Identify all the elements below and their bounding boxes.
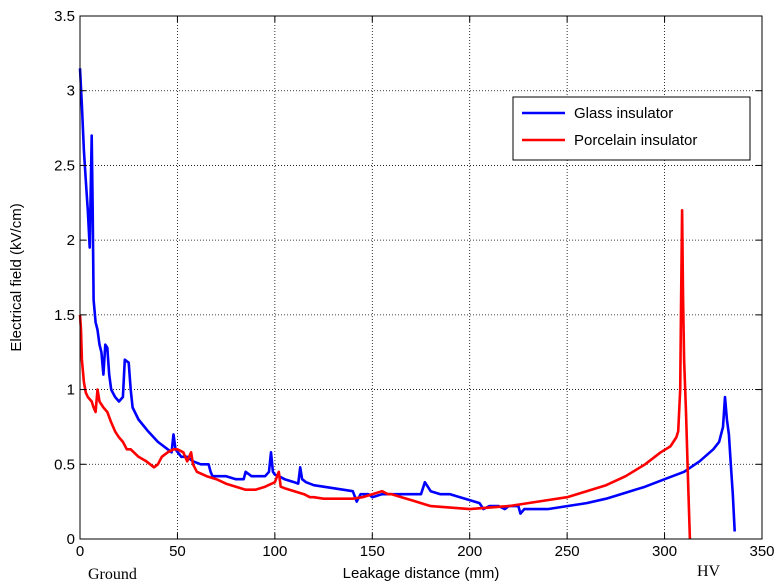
- x-tick-label: 150: [360, 543, 385, 560]
- x-tick-label: 300: [652, 543, 677, 560]
- axis-ticks: 0 50 100 150 200 250 300 350 0 0.5 1 1.5 2 2.5 3 3.5: [54, 8, 774, 560]
- series-line-porcelain: [78, 209, 692, 540]
- x-axis-label: Leakage distance (mm): [343, 565, 500, 582]
- hv-annotation: HV: [697, 563, 721, 580]
- series-lines: [78, 68, 736, 540]
- x-tick-label: 0: [76, 543, 84, 560]
- y-tick-label: 2: [67, 232, 75, 249]
- y-tick-label: 2.5: [54, 157, 75, 174]
- legend-label-glass: Glass insulator: [574, 105, 673, 122]
- y-tick-label: 0: [67, 531, 75, 548]
- y-tick-label: 0.5: [54, 456, 75, 473]
- x-tick-label: 250: [555, 543, 580, 560]
- y-tick-label: 3: [67, 83, 75, 100]
- plot-area-frame: [79, 15, 763, 540]
- y-axis-label: Electrical field (kV/cm): [8, 203, 25, 351]
- legend: Glass insulator Porcelain insulator: [512, 96, 751, 161]
- legend-label-porcelain: Porcelain insulator: [574, 132, 697, 149]
- x-tick-label: 200: [457, 543, 482, 560]
- y-tick-label: 3.5: [54, 8, 75, 25]
- x-tick-label: 50: [169, 543, 186, 560]
- series-line-glass: [78, 68, 736, 532]
- legend-box: [512, 96, 751, 161]
- x-tick-label: 350: [749, 543, 774, 560]
- y-tick-label: 1: [67, 382, 75, 399]
- y-tick-label: 1.5: [54, 307, 75, 324]
- ground-annotation: Ground: [88, 566, 137, 583]
- x-tick-label: 100: [262, 543, 287, 560]
